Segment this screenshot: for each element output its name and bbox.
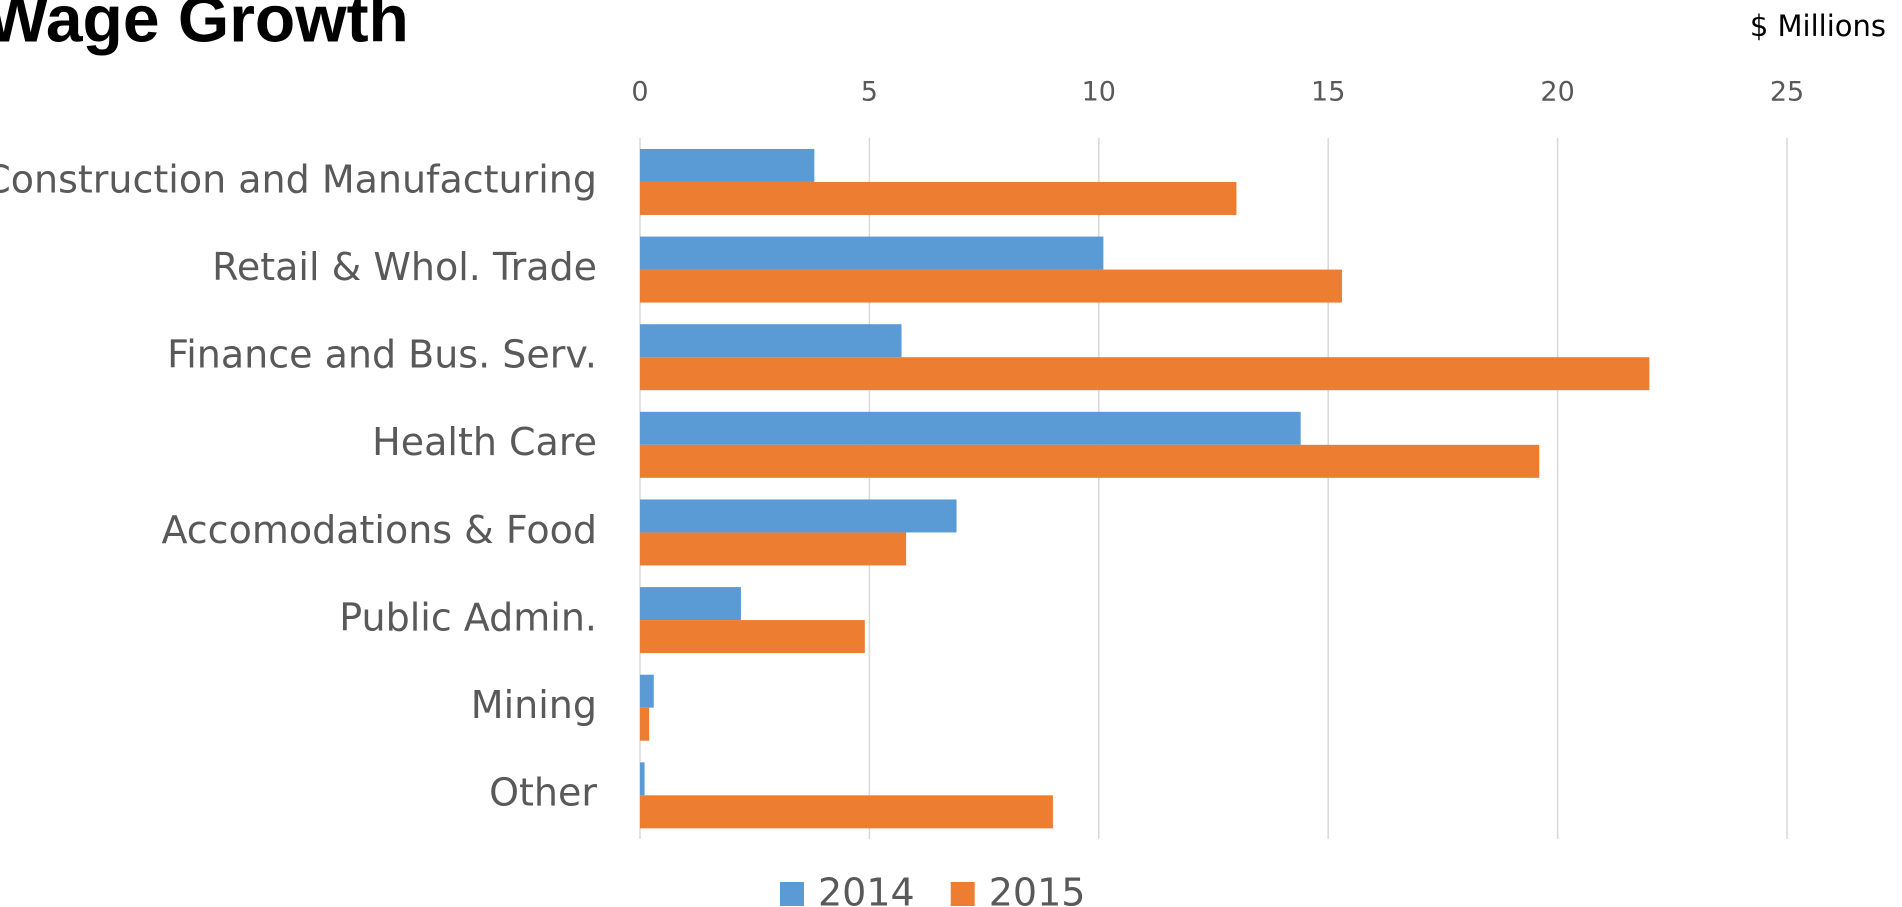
bar — [640, 532, 907, 566]
y-tick-label: Construction and Manufacturing — [0, 157, 597, 201]
bar — [640, 444, 1540, 478]
y-tick-label: Other — [489, 771, 597, 815]
y-tick-label: Finance and Bus. Serv. — [167, 333, 597, 377]
bar — [640, 269, 1342, 303]
x-tick-label: 0 — [631, 77, 648, 108]
legend-swatch — [950, 882, 975, 906]
bar — [640, 707, 650, 741]
chart-title: Wage Growth — [0, 0, 409, 55]
bar — [640, 499, 957, 533]
y-tick-label: Health Care — [372, 420, 597, 464]
unit-label: $ Millions — [1750, 9, 1886, 43]
x-tick-label: 25 — [1770, 77, 1804, 108]
bar — [640, 236, 1104, 270]
bar — [640, 620, 865, 654]
x-tick-label: 15 — [1311, 77, 1345, 108]
legend-swatch — [780, 882, 804, 906]
y-tick-label: Accomodations & Food — [161, 508, 597, 552]
bar — [640, 411, 1301, 445]
x-tick-label: 20 — [1540, 77, 1574, 108]
y-tick-label: Mining — [471, 683, 597, 727]
bar — [640, 795, 1053, 829]
x-tick-label: 5 — [861, 77, 878, 108]
bar — [640, 587, 741, 621]
bar — [640, 762, 645, 796]
bar — [640, 181, 1237, 215]
legend-label: 2015 — [989, 871, 1086, 907]
bar — [640, 674, 654, 708]
y-tick-label: Public Admin. — [339, 595, 597, 639]
bar — [640, 357, 1650, 391]
legend-label: 2014 — [818, 871, 915, 907]
x-tick-label: 10 — [1082, 77, 1116, 108]
bar — [640, 148, 815, 182]
bar — [640, 324, 902, 358]
y-tick-label: Retail & Whol. Trade — [212, 245, 597, 289]
